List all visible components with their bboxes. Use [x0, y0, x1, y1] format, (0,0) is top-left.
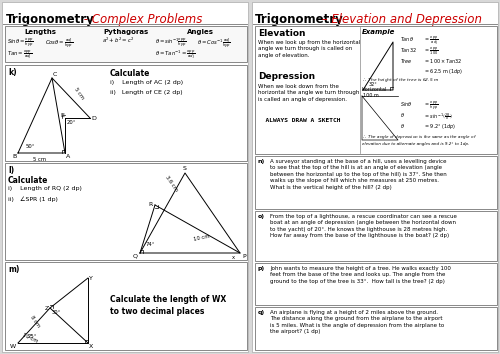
- Text: $Tree$: $Tree$: [400, 57, 413, 65]
- Text: Z: Z: [45, 306, 49, 310]
- Text: 100 m: 100 m: [363, 93, 379, 98]
- Text: When we look up from the horizontal
angle we turn through is called on
angle of : When we look up from the horizontal angl…: [258, 40, 360, 58]
- Text: Horizontal: Horizontal: [362, 87, 388, 92]
- Text: i)    Length of AC (2 dp): i) Length of AC (2 dp): [110, 80, 183, 85]
- Text: $Sin\theta$: $Sin\theta$: [400, 100, 412, 108]
- Text: – Elevation and Depression: – Elevation and Depression: [318, 13, 482, 26]
- Text: Depression: Depression: [258, 72, 315, 81]
- Text: 25°: 25°: [28, 334, 38, 339]
- Bar: [5, 163, 247, 260]
- Text: W: W: [10, 344, 16, 349]
- Text: 5 cm: 5 cm: [34, 157, 46, 162]
- Text: $Tan32$: $Tan32$: [400, 46, 417, 54]
- Text: $Sin\theta = \frac{opp}{hyp}$: $Sin\theta = \frac{opp}{hyp}$: [7, 36, 34, 48]
- Text: 50°: 50°: [26, 144, 36, 149]
- Text: l): l): [8, 166, 14, 175]
- Text: q): q): [258, 310, 265, 315]
- Text: $= 62.5$ m $(1 dp)$: $= 62.5$ m $(1 dp)$: [424, 67, 464, 76]
- Bar: [255, 263, 497, 305]
- Text: - Complex Problems: - Complex Problems: [80, 13, 202, 26]
- Text: Calculate the length of WX
to two decimal places: Calculate the length of WX to two decima…: [110, 295, 226, 316]
- Text: X: X: [89, 344, 93, 349]
- Bar: [255, 156, 497, 209]
- Text: $Tan\theta$: $Tan\theta$: [400, 35, 414, 43]
- Bar: [252, 2, 498, 352]
- Bar: [5, 65, 247, 161]
- Text: 32°: 32°: [369, 82, 378, 87]
- Text: ALWAYS DRAW A SKETCH: ALWAYS DRAW A SKETCH: [258, 118, 340, 123]
- Text: S: S: [183, 166, 187, 171]
- Text: $= \frac{opp}{100}$: $= \frac{opp}{100}$: [424, 46, 438, 57]
- Text: $= sin^{-1}\left(\frac{28}{x}\right)$: $= sin^{-1}\left(\frac{28}{x}\right)$: [424, 111, 453, 122]
- Text: $= \frac{opp}{adj}$: $= \frac{opp}{adj}$: [424, 35, 438, 47]
- Text: Trigonometry: Trigonometry: [6, 13, 95, 26]
- Text: Calculate: Calculate: [110, 69, 150, 78]
- Text: m): m): [8, 265, 20, 274]
- Text: B: B: [13, 154, 17, 159]
- Text: n): n): [258, 159, 265, 164]
- Text: 20°: 20°: [67, 120, 76, 125]
- Text: k): k): [8, 68, 16, 77]
- Text: $a^2 + b^2 = c^2$: $a^2 + b^2 = c^2$: [102, 36, 134, 45]
- Text: An airplane is flying at a height of 2 miles above the ground.
The distance alon: An airplane is flying at a height of 2 m…: [270, 310, 444, 334]
- Text: ii)   Length of CE (2 dp): ii) Length of CE (2 dp): [110, 90, 182, 95]
- Text: R: R: [149, 202, 153, 207]
- Text: $\theta = sin^{-1}\frac{opp}{hyp}$: $\theta = sin^{-1}\frac{opp}{hyp}$: [155, 36, 187, 48]
- Bar: [255, 211, 497, 261]
- Text: ii)   ∠SPR (1 dp): ii) ∠SPR (1 dp): [8, 196, 58, 201]
- Text: From the top of a lighthouse, a rescue coordinator can see a rescue
boat at an a: From the top of a lighthouse, a rescue c…: [270, 214, 457, 238]
- Text: C: C: [53, 72, 58, 77]
- Text: A: A: [66, 154, 70, 159]
- Bar: [5, 262, 247, 350]
- Text: o): o): [258, 214, 265, 219]
- Text: $\theta$: $\theta$: [400, 111, 405, 119]
- Text: Example: Example: [362, 29, 396, 35]
- Text: 30°: 30°: [52, 310, 61, 315]
- Text: 5 cm: 5 cm: [73, 87, 85, 101]
- Text: Y: Y: [89, 275, 93, 280]
- Text: $\theta$: $\theta$: [400, 122, 405, 130]
- Text: 8 cm: 8 cm: [29, 315, 40, 329]
- Text: 3.6 cm: 3.6 cm: [164, 175, 178, 193]
- Text: Q: Q: [133, 254, 138, 259]
- Text: 74°: 74°: [146, 242, 156, 247]
- Text: $= \frac{opp}{hyp}$: $= \frac{opp}{hyp}$: [424, 100, 438, 113]
- Text: $\theta = Cos^{-1}\frac{adj}{hyp}$: $\theta = Cos^{-1}\frac{adj}{hyp}$: [197, 36, 231, 50]
- Text: Pythagoras: Pythagoras: [104, 29, 148, 35]
- Text: $\therefore$ The height of the tree is 62.5 m: $\therefore$ The height of the tree is 6…: [362, 76, 439, 84]
- Text: p): p): [258, 266, 265, 271]
- Text: Lengths: Lengths: [24, 29, 56, 35]
- Bar: [5, 26, 247, 62]
- Bar: [255, 307, 497, 350]
- Text: Angles: Angles: [186, 29, 214, 35]
- Bar: [2, 2, 248, 352]
- Text: A surveyor standing at the base of a hill, uses a levelling device
to see that t: A surveyor standing at the base of a hil…: [270, 159, 447, 190]
- Bar: [255, 26, 497, 154]
- Text: $Tan = \frac{opp}{adj}$: $Tan = \frac{opp}{adj}$: [7, 48, 32, 61]
- Text: P: P: [242, 254, 246, 259]
- Text: Elevation: Elevation: [258, 29, 306, 38]
- Text: $\therefore$ The angle of depression is the same as the angle of
elevation due t: $\therefore$ The angle of depression is …: [362, 133, 477, 146]
- Text: E: E: [60, 113, 64, 118]
- Text: D: D: [91, 115, 96, 120]
- Text: When we look down from the
horizontal the angle we turn through
is called an ang: When we look down from the horizontal th…: [258, 84, 360, 102]
- Text: $\theta = Tan^{-1} = \frac{opp}{adj}$: $\theta = Tan^{-1} = \frac{opp}{adj}$: [155, 48, 196, 61]
- Text: i)    Length of RQ (2 dp): i) Length of RQ (2 dp): [8, 186, 82, 191]
- Text: 10 cm: 10 cm: [22, 332, 39, 344]
- Text: John wants to measure the height of a tree. He walks exactly 100
feet from the b: John wants to measure the height of a tr…: [270, 266, 451, 284]
- Text: 10 cm: 10 cm: [193, 234, 210, 242]
- Text: $= 100 \times Tan32$: $= 100 \times Tan32$: [424, 57, 462, 65]
- Text: $Cos\theta = \frac{adj}{hyp}$: $Cos\theta = \frac{adj}{hyp}$: [45, 36, 73, 50]
- Text: Trigonometry: Trigonometry: [255, 13, 344, 26]
- Text: x: x: [232, 255, 235, 260]
- Text: Calculate: Calculate: [8, 176, 48, 185]
- Text: $= 9.2°$ $(1 dp)$: $= 9.2°$ $(1 dp)$: [424, 122, 456, 131]
